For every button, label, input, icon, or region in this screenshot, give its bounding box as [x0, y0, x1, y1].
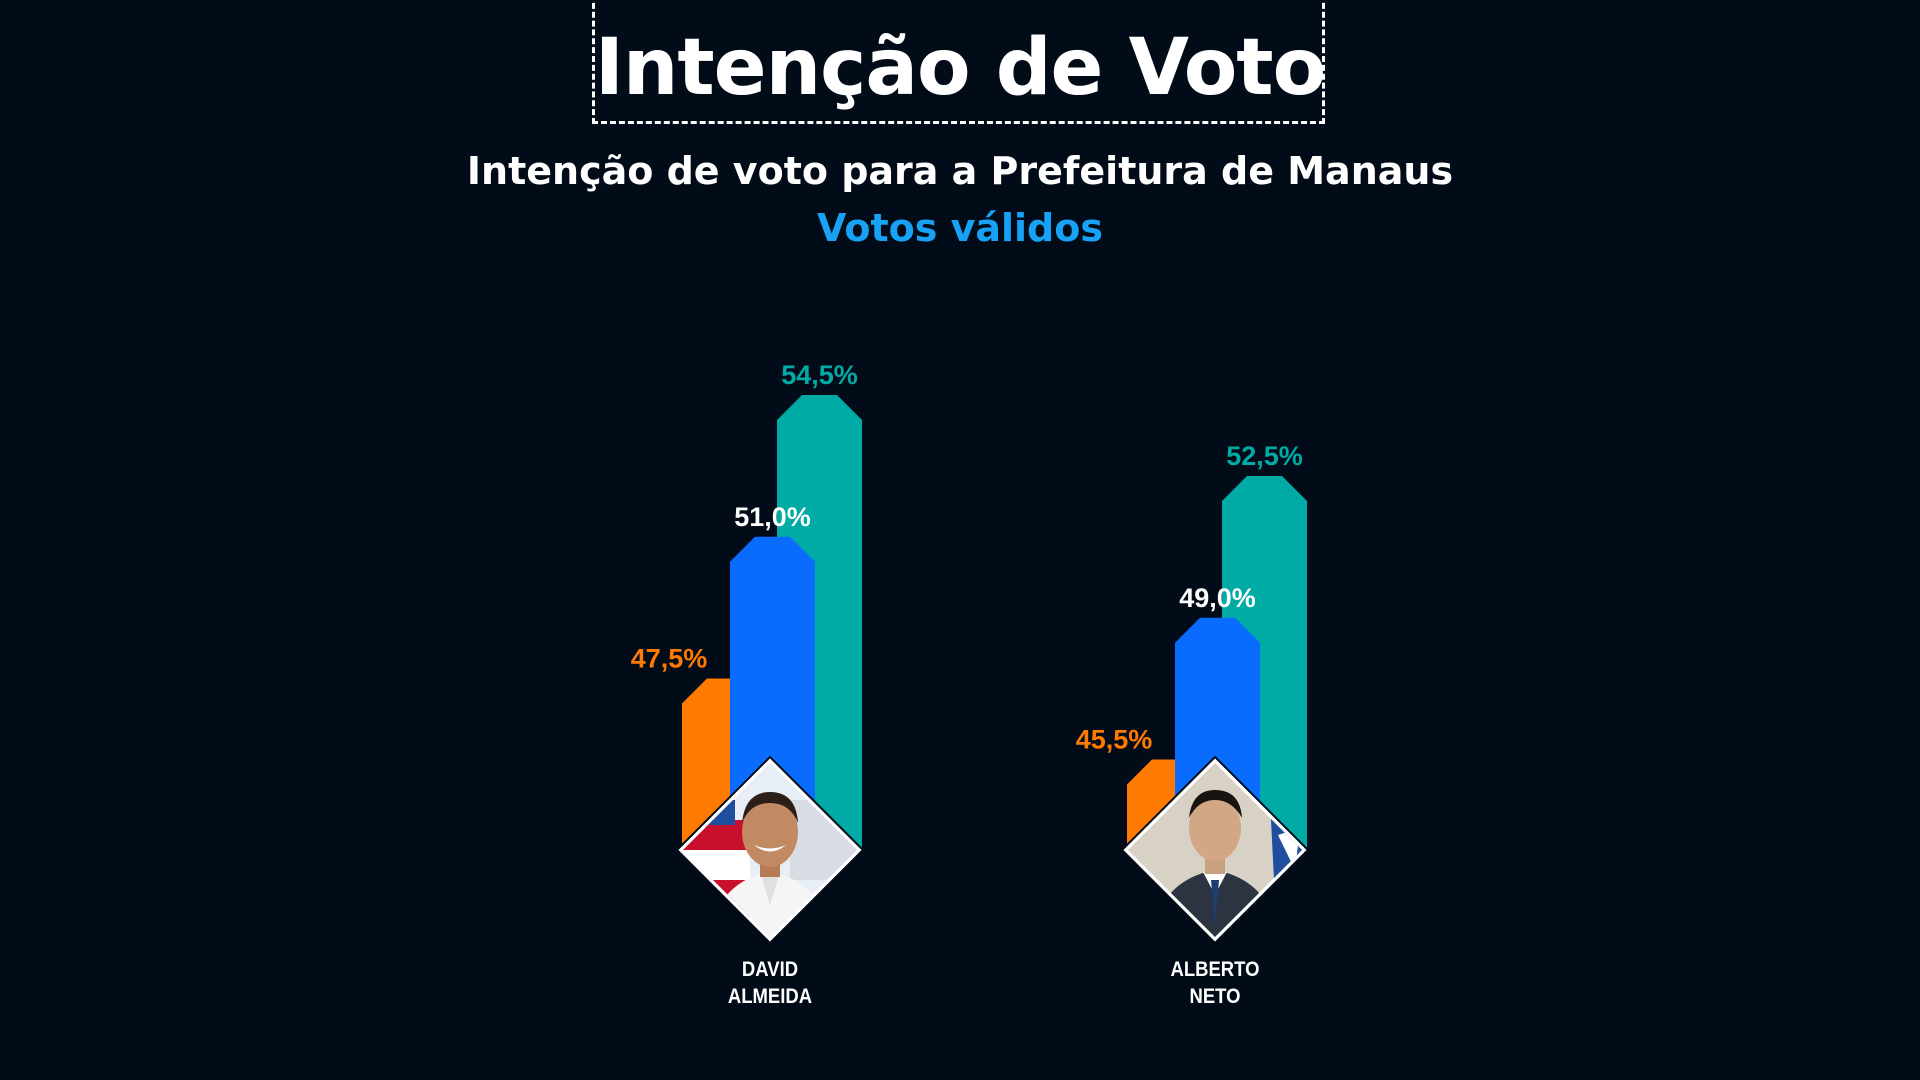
value-label: 47,5% [631, 644, 708, 674]
candidate-name-alberto: ALBERTO NETO [1109, 956, 1320, 1010]
value-labels: 54,5% 51,0% 47,5% 52,5% 49,0% 45,5% [631, 360, 1303, 755]
candidate-name-line: DAVID [741, 958, 799, 981]
candidate-name-david: DAVID ALMEIDA [664, 956, 875, 1010]
candidate-name-line: NETO [1189, 985, 1241, 1008]
title-frame [592, 0, 1325, 124]
value-label: 45,5% [1076, 725, 1153, 755]
valid-votes-note: Votos válidos [817, 206, 1103, 250]
bar-david-almeida-0 [682, 678, 730, 850]
value-label: 49,0% [1179, 583, 1256, 613]
candidate-name-line: ALBERTO [1170, 958, 1260, 981]
candidate-name-line: ALMEIDA [727, 985, 813, 1008]
page-title: Intenção de Voto [594, 23, 1326, 113]
value-label: 51,0% [734, 502, 811, 532]
chart-subtitle: Intenção de voto para a Prefeitura de Ma… [466, 149, 1454, 193]
value-label: 54,5% [781, 360, 858, 390]
bar-david-almeida-1 [730, 536, 815, 850]
value-label: 52,5% [1226, 441, 1303, 471]
